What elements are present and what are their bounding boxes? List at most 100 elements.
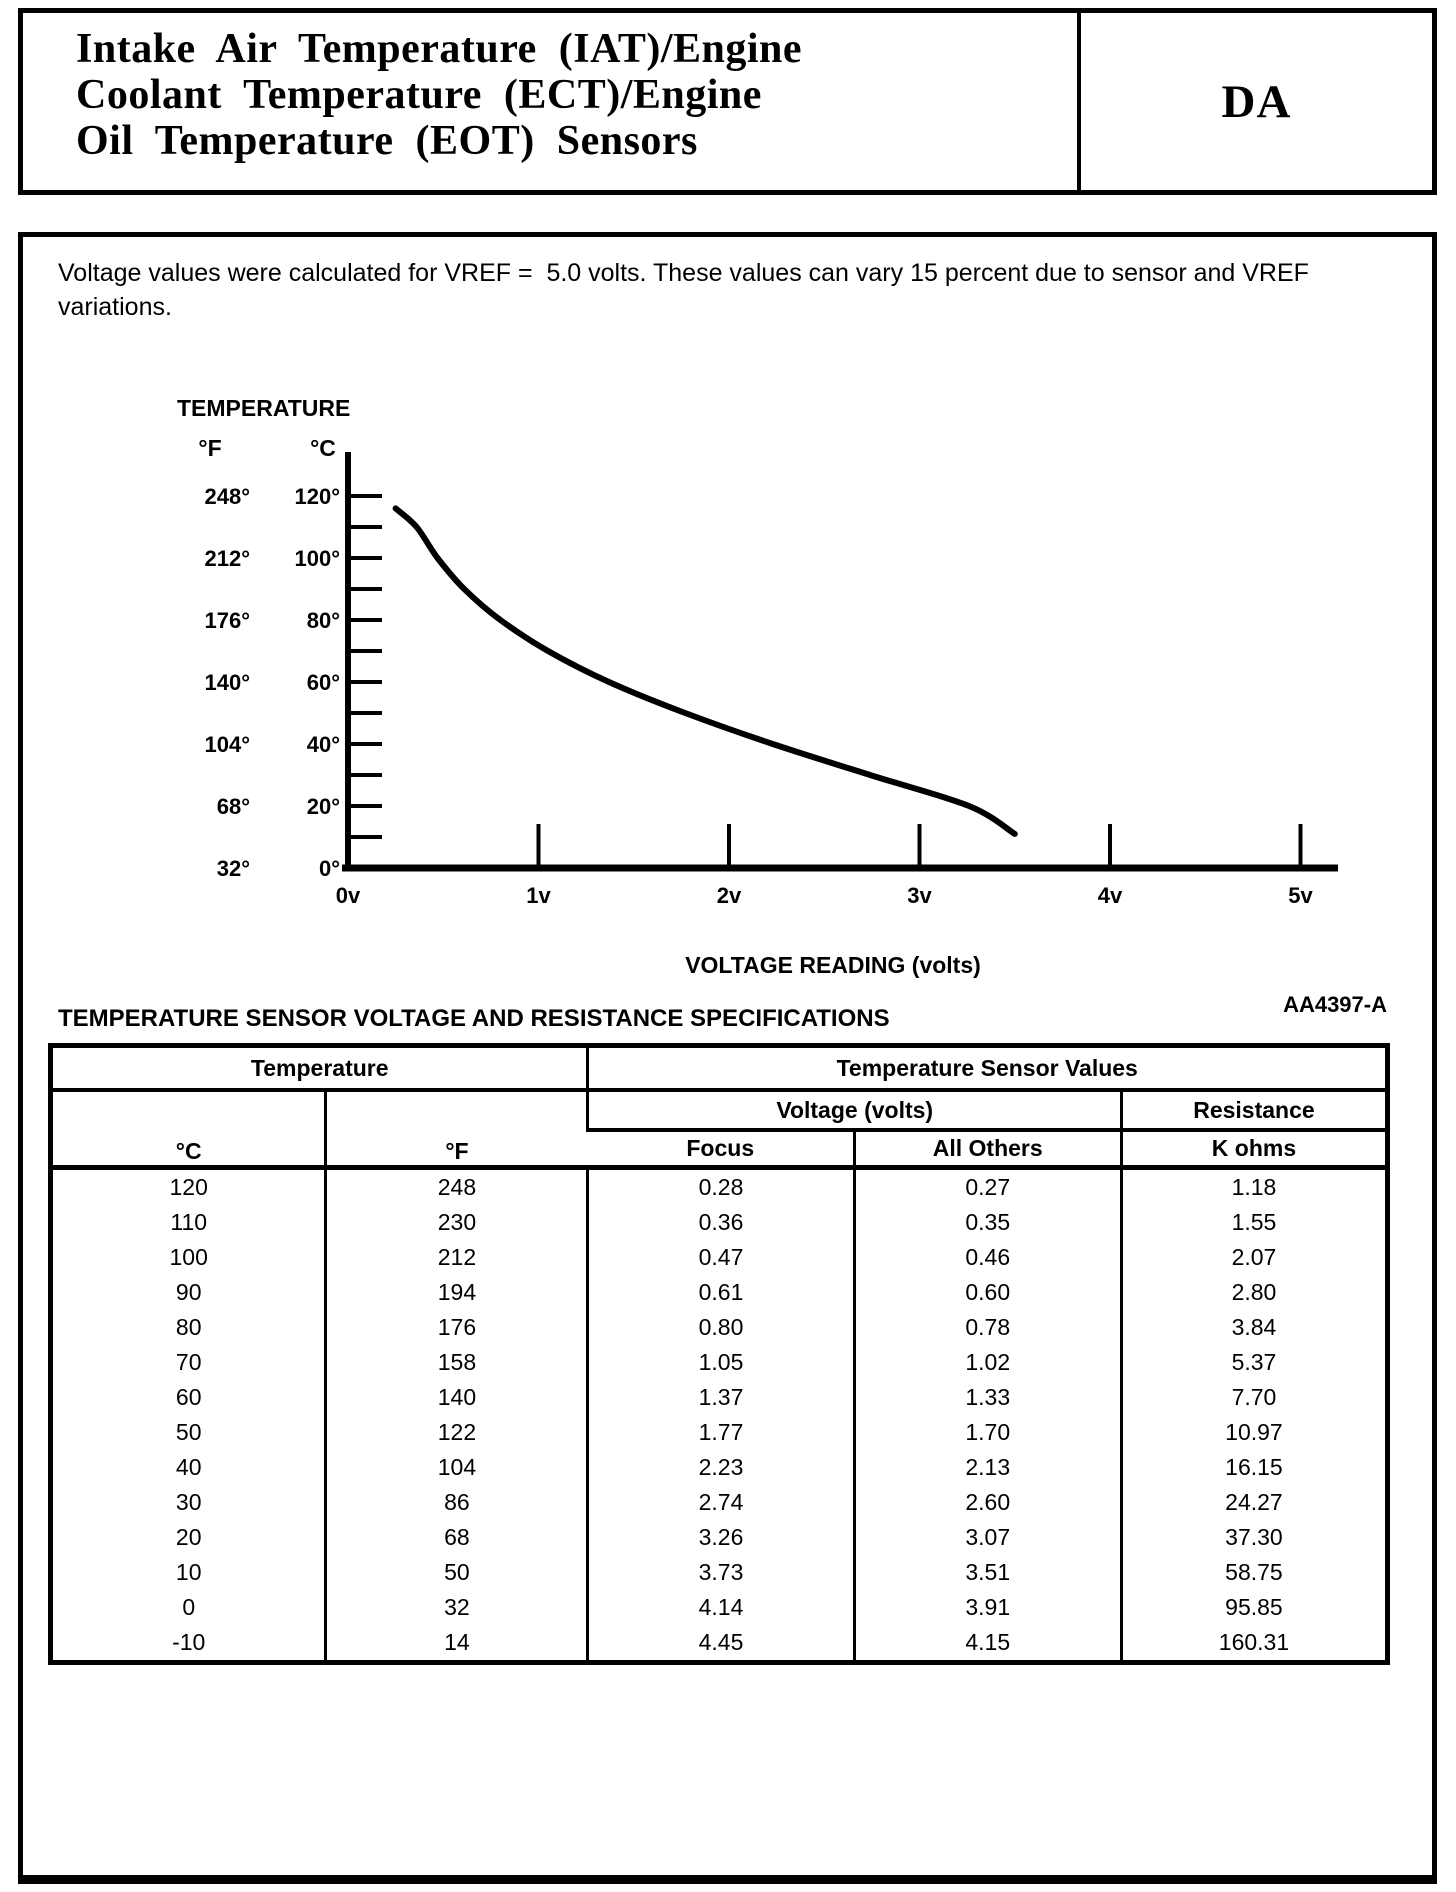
spec-table-cell: 176 (324, 1310, 588, 1345)
spec-table-cell: 120 (169, 1174, 208, 1200)
spec-table-cell: 248 (324, 1167, 588, 1205)
group-header-temperature: Temperature (50, 1045, 588, 1092)
x-tick-label: 3v (907, 883, 932, 908)
spec-table-cell: 0.61 (586, 1275, 855, 1310)
spec-table-cell: 1.05 (586, 1345, 855, 1380)
spec-table-cell: 80 (175, 1314, 202, 1340)
spec-table-cell: 0 (182, 1594, 196, 1620)
page-title-line: Oil Temperature (EOT) Sensors (76, 118, 698, 165)
header-box: Intake Air Temperature (IAT)/Engine Cool… (18, 8, 1437, 195)
spec-table-row: -10 14 4.45 4.15 160.31 (51, 1625, 1388, 1663)
spec-table-cell: 0.80 (586, 1310, 855, 1345)
subgroup-header-voltage: Voltage (volts) (586, 1090, 1122, 1132)
spec-table-cell: 3.91 (852, 1590, 1122, 1625)
figure-code: AA4397-A (1283, 992, 1387, 1017)
f-tick-label: 140° (204, 670, 250, 695)
spec-table-cell: 30 (175, 1489, 202, 1515)
spec-table-row: 50 122 1.77 1.70 10.97 (51, 1415, 1388, 1450)
column-header-focus: Focus (587, 1130, 855, 1170)
spec-table-row: 10 50 3.73 3.51 58.75 (51, 1555, 1388, 1590)
spec-table-cell: 5.37 (1119, 1345, 1388, 1380)
spec-table-cell: 230 (324, 1205, 588, 1240)
x-tick-label: 1v (526, 883, 551, 908)
spec-table-row: 40 104 2.23 2.13 16.15 (51, 1450, 1388, 1485)
spec-table: Temperature Temperature Sensor Values °C… (48, 1043, 1390, 1665)
spec-table-row: 80 176 0.80 0.78 3.84 (51, 1310, 1388, 1345)
spec-table-cell: 90 (175, 1279, 202, 1305)
spec-table-cell: 0.60 (852, 1275, 1122, 1310)
spec-table-cell: 100 (169, 1244, 208, 1270)
f-tick-label: 176° (204, 608, 250, 633)
spec-table-cell: 1.33 (852, 1380, 1122, 1415)
y-axis-fahrenheit-header: °F (198, 435, 221, 461)
f-tick-label: 248° (204, 484, 250, 509)
spec-table-cell: 104 (324, 1450, 588, 1485)
spec-table-row: 110 230 0.36 0.35 1.55 (51, 1205, 1388, 1240)
temperature-voltage-chart: TEMPERATURE °F °C 248° 212° 176° 140° 10… (177, 395, 1387, 1017)
spec-table-cell: 10 (175, 1559, 202, 1585)
spec-table-cell: 20 (175, 1524, 202, 1550)
x-tick-label: 5v (1288, 883, 1313, 908)
spec-table-cell: 1.70 (852, 1415, 1122, 1450)
spec-table-cell: 1.02 (852, 1345, 1122, 1380)
spec-table-cell: 2.23 (586, 1450, 855, 1485)
spec-table-body: 120 248 0.28 0.27 1.18 110 230 0.36 0.35 1.55 100 2… (51, 1167, 1388, 1663)
spec-table-cell: 32 (324, 1590, 588, 1625)
column-header-kohms: K ohms (1119, 1130, 1388, 1170)
group-header-sensor-values: Temperature Sensor Values (586, 1045, 1388, 1092)
spec-table-cell: 40 (175, 1454, 202, 1480)
spec-table-cell: 14 (324, 1625, 588, 1663)
spec-table-cell: 1.77 (586, 1415, 855, 1450)
f-tick-label: 104° (204, 732, 250, 757)
section-code: DA (1221, 75, 1292, 128)
spec-table-cell: 0.78 (852, 1310, 1122, 1345)
f-tick-label: 32° (217, 856, 250, 881)
spec-table-cell: 0.36 (586, 1205, 855, 1240)
spec-table-cell: 3.84 (1119, 1310, 1388, 1345)
spec-table-cell: 7.70 (1119, 1380, 1388, 1415)
spec-table-column-header-row: Focus All Others K ohms (51, 1130, 1388, 1170)
spec-table-row: 70 158 1.05 1.02 5.37 (51, 1345, 1388, 1380)
spec-table-cell: 0.46 (852, 1240, 1122, 1275)
spec-table-cell: 16.15 (1119, 1450, 1388, 1485)
spec-table-cell: 86 (324, 1485, 588, 1520)
f-tick-label: 212° (204, 546, 250, 571)
c-tick-label: 40° (307, 732, 340, 757)
spec-table-cell: 50 (175, 1419, 202, 1445)
x-tick-label: 4v (1098, 883, 1123, 908)
page-title-line: Intake Air Temperature (IAT)/Engine (76, 26, 803, 72)
page-title: Intake Air Temperature (IAT)/Engine Cool… (23, 13, 1081, 190)
spec-table-cell: 4.45 (586, 1625, 855, 1663)
spec-table-row: 100 212 0.47 0.46 2.07 (51, 1240, 1388, 1275)
spec-table-cell: 0.28 (586, 1167, 855, 1205)
spec-table-cell: 1.37 (586, 1380, 855, 1415)
content-box: Voltage values were calculated for VREF … (18, 232, 1437, 1884)
spec-table-cell: 122 (324, 1415, 588, 1450)
spec-table-row: 90 194 0.61 0.60 2.80 (51, 1275, 1388, 1310)
spec-table-row: 30 86 2.74 2.60 24.27 (51, 1485, 1388, 1520)
spec-table-cell: 70 (175, 1349, 202, 1375)
spec-table-cell: 2.60 (852, 1485, 1122, 1520)
spec-table-cell: 4.15 (852, 1625, 1122, 1663)
spec-table-cell: 0.47 (586, 1240, 855, 1275)
spec-table-cell: 3.73 (586, 1555, 855, 1590)
c-tick-label: 60° (307, 670, 340, 695)
column-header-fahrenheit: °F (324, 1090, 588, 1170)
spec-table-cell: 4.14 (586, 1590, 855, 1625)
sensor-voltage-curve (392, 505, 1018, 837)
spec-table-cell: 194 (324, 1275, 588, 1310)
spec-table-cell: 2.13 (852, 1450, 1122, 1485)
spec-table-cell: -10 (172, 1629, 206, 1655)
spec-table-cell: 3.26 (586, 1520, 855, 1555)
spec-table-group-header-row: Temperature Temperature Sensor Values (50, 1045, 1388, 1092)
spec-table-cell: 0.27 (852, 1167, 1122, 1205)
vref-note: Voltage values were calculated for VREF … (58, 259, 1309, 321)
y-axis-celsius-header: °C (310, 435, 336, 461)
column-header-all-others: All Others (852, 1130, 1122, 1170)
page-title-line: Coolant Temperature (ECT)/Engine (76, 72, 762, 119)
spec-table-cell: 50 (324, 1555, 588, 1590)
spec-table-row: 20 68 3.26 3.07 37.30 (51, 1520, 1388, 1555)
spec-table-cell: 1.18 (1119, 1167, 1388, 1205)
subgroup-header-resistance: Resistance (1119, 1090, 1388, 1132)
